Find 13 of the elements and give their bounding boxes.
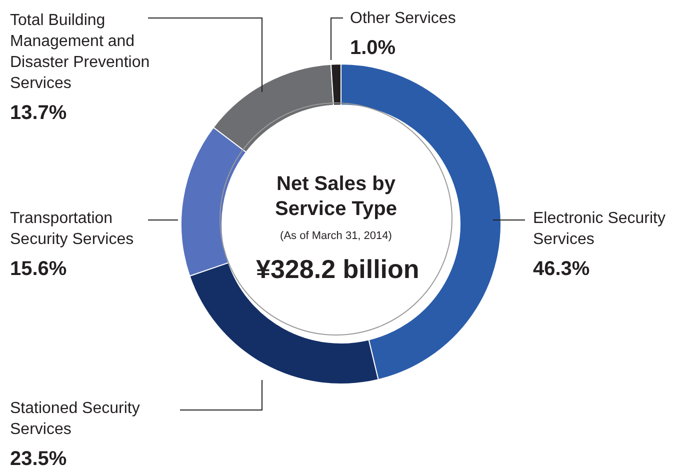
slice-label: Other Services [350,9,457,29]
data-label: 15.6% [10,258,68,281]
slice-label: Stationed Security Services [10,399,141,440]
slice-label: Total Building Management and Disaster Prevention Services [10,11,151,94]
slice-label: Transportation Security Services [10,209,135,250]
text: ¥328.2 billion [256,254,420,285]
data-label: 46.3% [533,258,591,281]
data-label: 1.0% [350,37,397,60]
slice-label: Electronic Security Services [533,209,666,250]
data-label: 23.5% [10,448,68,471]
text: (As of March 31, 2014) [279,230,393,242]
text: Net Sales by Service Type [274,172,398,222]
data-label: 13.7% [10,102,68,125]
